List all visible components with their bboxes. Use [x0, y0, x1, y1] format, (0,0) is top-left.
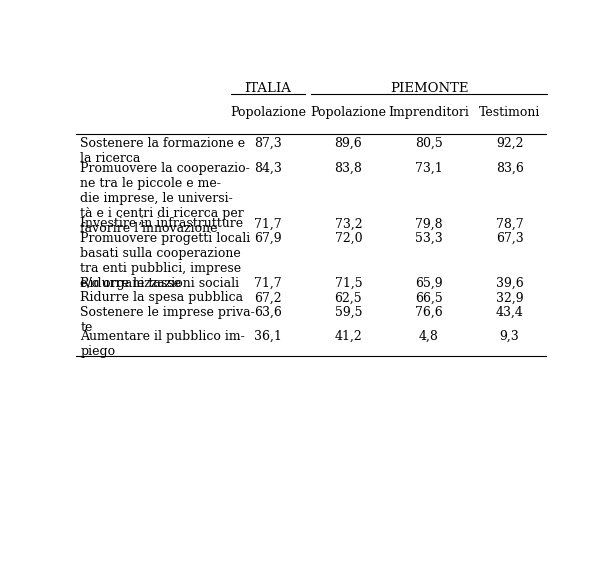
Text: Promuovere la cooperazio-
ne tra le piccole e me-
die imprese, le universi-
tà e: Promuovere la cooperazio- ne tra le picc…: [80, 162, 250, 235]
Text: 83,6: 83,6: [496, 162, 524, 175]
Text: 80,5: 80,5: [415, 137, 443, 150]
Text: 71,5: 71,5: [335, 277, 362, 290]
Text: 36,1: 36,1: [254, 331, 282, 343]
Text: Investire in infrastrutture: Investire in infrastrutture: [80, 218, 243, 231]
Text: ITALIA: ITALIA: [244, 82, 291, 95]
Text: 62,5: 62,5: [335, 292, 362, 305]
Text: 63,6: 63,6: [254, 306, 282, 319]
Text: Ridurre la spesa pubblica: Ridurre la spesa pubblica: [80, 292, 243, 305]
Text: Popolazione: Popolazione: [310, 106, 386, 119]
Text: PIEMONTE: PIEMONTE: [390, 82, 468, 95]
Text: 84,3: 84,3: [254, 162, 282, 175]
Text: 73,1: 73,1: [415, 162, 443, 175]
Text: 83,8: 83,8: [334, 162, 362, 175]
Text: 89,6: 89,6: [335, 137, 362, 150]
Text: 39,6: 39,6: [496, 277, 524, 290]
Text: 72,0: 72,0: [335, 232, 362, 245]
Text: Sostenere la formazione e
la ricerca: Sostenere la formazione e la ricerca: [80, 137, 246, 165]
Text: Testimoni: Testimoni: [479, 106, 540, 119]
Text: Popolazione: Popolazione: [230, 106, 306, 119]
Text: 66,5: 66,5: [415, 292, 443, 305]
Text: Promuovere progetti locali
basati sulla cooperazione
tra enti pubblici, imprese
: Promuovere progetti locali basati sulla …: [80, 232, 251, 290]
Text: 73,2: 73,2: [335, 218, 362, 231]
Text: 92,2: 92,2: [496, 137, 524, 150]
Text: 67,9: 67,9: [254, 232, 282, 245]
Text: 71,7: 71,7: [254, 218, 282, 231]
Text: 53,3: 53,3: [415, 232, 443, 245]
Text: Sostenere le imprese priva-
te: Sostenere le imprese priva- te: [80, 306, 255, 334]
Text: 4,8: 4,8: [419, 331, 439, 343]
Text: 32,9: 32,9: [496, 292, 524, 305]
Text: 67,3: 67,3: [496, 232, 524, 245]
Text: 67,2: 67,2: [254, 292, 282, 305]
Text: 78,7: 78,7: [496, 218, 524, 231]
Text: Imprenditori: Imprenditori: [389, 106, 469, 119]
Text: 76,6: 76,6: [415, 306, 443, 319]
Text: 59,5: 59,5: [335, 306, 362, 319]
Text: 9,3: 9,3: [500, 331, 519, 343]
Text: 43,4: 43,4: [496, 306, 524, 319]
Text: Aumentare il pubblico im-
piego: Aumentare il pubblico im- piego: [80, 331, 245, 358]
Text: 79,8: 79,8: [415, 218, 443, 231]
Text: 65,9: 65,9: [415, 277, 443, 290]
Text: Ridurre le tasse: Ridurre le tasse: [80, 277, 181, 290]
Text: 87,3: 87,3: [254, 137, 282, 150]
Text: 41,2: 41,2: [335, 331, 362, 343]
Text: 71,7: 71,7: [254, 277, 282, 290]
